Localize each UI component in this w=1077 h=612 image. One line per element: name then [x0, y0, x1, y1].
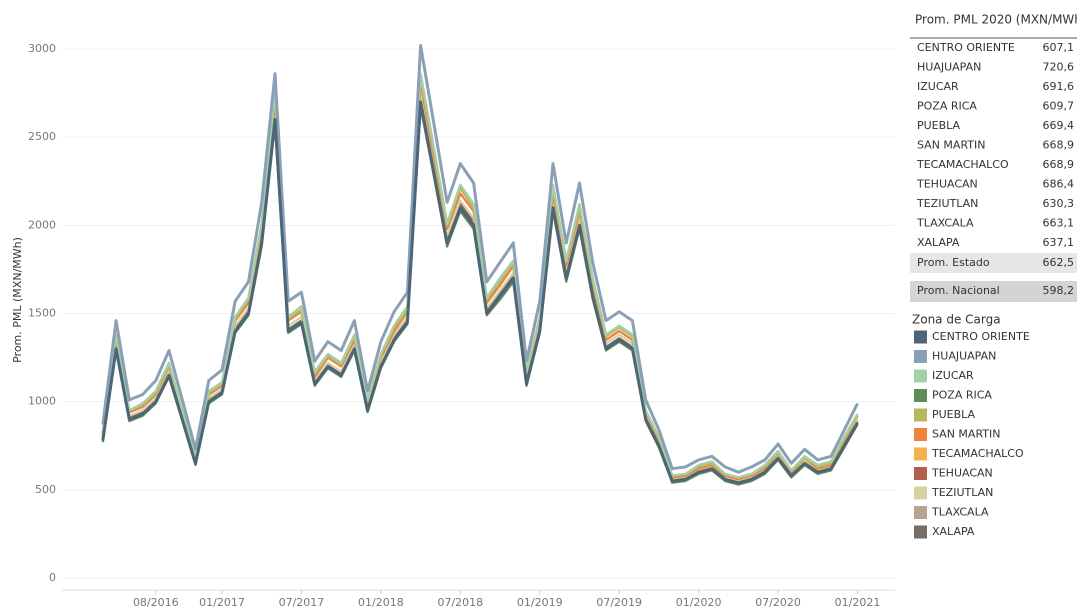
y-tick-label: 2500: [28, 130, 56, 143]
x-tick-label: 01/2021: [835, 596, 881, 608]
summary-value: 691,6: [1043, 80, 1075, 93]
legend-label: TECAMACHALCO: [931, 447, 1024, 460]
summary-value: 630,3: [1043, 197, 1075, 210]
x-tick-label: 01/2020: [676, 596, 722, 608]
series-line: [101, 92, 859, 483]
nacional-bg: [910, 281, 1077, 302]
series-line: [101, 81, 859, 481]
legend-swatch: [914, 486, 927, 500]
x-tick-label: 01/2019: [517, 596, 563, 608]
legend-swatch: [914, 389, 927, 402]
x-tick-label: 07/2018: [437, 596, 483, 608]
x-tick-label: 07/2020: [755, 596, 801, 608]
summary-value: 668,9: [1043, 158, 1075, 171]
legend-label: PUEBLA: [932, 408, 976, 421]
legend-swatch: [914, 369, 927, 383]
legend-label: TEZIUTLAN: [931, 486, 993, 499]
legend-label: IZUCAR: [932, 369, 974, 382]
estado-label: Prom. Estado: [917, 256, 990, 269]
nacional-value: 598,2: [1043, 284, 1075, 297]
legend-label: SAN MARTIN: [932, 428, 1001, 441]
legend-label: XALAPA: [932, 525, 975, 538]
x-tick-label: 01/2017: [199, 596, 245, 608]
legend-swatch: [914, 447, 927, 461]
y-tick-label: 500: [35, 483, 56, 496]
series-line: [101, 106, 859, 486]
legend-swatch: [914, 525, 927, 539]
legend-swatch: [914, 350, 927, 363]
series-line: [101, 95, 859, 483]
x-tick-label: 08/2016: [133, 596, 179, 608]
series-line: [101, 100, 859, 485]
nacional-label: Prom. Nacional: [917, 284, 1000, 297]
y-tick-label: 0: [49, 571, 56, 584]
x-tick-label: 07/2017: [279, 596, 325, 608]
legend-swatch: [914, 330, 927, 344]
series-line: [101, 72, 859, 479]
legend-swatch: [914, 408, 927, 422]
summary-name: POZA RICA: [917, 100, 977, 113]
summary-value: 609,7: [1043, 100, 1075, 113]
estado-bg: [910, 253, 1077, 273]
legend-swatch: [914, 506, 927, 519]
y-tick-label: 2000: [28, 218, 56, 231]
legend-swatch: [914, 467, 927, 480]
series-line: [101, 81, 859, 481]
summary-title: Prom. PML 2020 (MXN/MWh): [915, 13, 1077, 27]
y-tick-label: 3000: [28, 42, 56, 55]
summary-name: IZUCAR: [917, 80, 959, 93]
summary-value: 607,1: [1043, 41, 1075, 54]
summary-value: 637,1: [1043, 236, 1075, 249]
summary-name: XALAPA: [917, 236, 960, 249]
legend-label: HUAJUAPAN: [932, 350, 996, 363]
legend-label: TEHUACAN: [931, 467, 993, 480]
summary-name: TEZIUTLAN: [916, 197, 978, 210]
x-tick-label: 01/2018: [358, 596, 404, 608]
legend-swatch: [914, 428, 927, 441]
summary-value: 720,6: [1043, 61, 1075, 74]
y-tick-label: 1500: [28, 307, 56, 320]
legend-label: TLAXCALA: [931, 506, 989, 519]
summary-name: PUEBLA: [917, 119, 961, 132]
summary-name: TLAXCALA: [916, 217, 974, 230]
legend-title: Zona de Carga: [912, 313, 1001, 327]
summary-value: 668,9: [1043, 139, 1075, 152]
summary-value: 686,4: [1043, 178, 1075, 191]
summary-name: HUAJUAPAN: [917, 61, 981, 74]
legend-label: CENTRO ORIENTE: [932, 330, 1030, 343]
x-tick-label: 07/2019: [596, 596, 642, 608]
summary-value: 669,4: [1043, 119, 1075, 132]
series-line: [101, 44, 859, 474]
estado-value: 662,5: [1043, 256, 1075, 269]
y-tick-label: 1000: [28, 395, 56, 408]
legend-label: POZA RICA: [932, 389, 992, 402]
summary-name: TECAMACHALCO: [916, 158, 1009, 171]
summary-value: 663,1: [1043, 217, 1075, 230]
summary-name: CENTRO ORIENTE: [917, 41, 1015, 54]
summary-name: TEHUACAN: [916, 178, 978, 191]
summary-name: SAN MARTIN: [917, 139, 986, 152]
y-axis-label: Prom. PML (MXN/MWh): [11, 237, 24, 363]
